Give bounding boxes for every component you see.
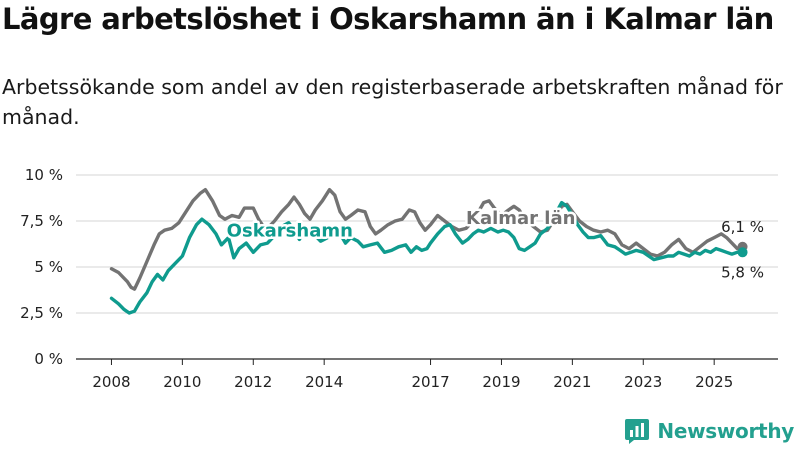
y-tick-label: 0 % bbox=[34, 350, 63, 368]
series-label-oskarshamn: Oskarshamn bbox=[227, 221, 353, 242]
series-line-oskarshamn bbox=[109, 200, 745, 315]
x-tick-label: 2023 bbox=[624, 373, 662, 391]
x-tick-label: 2017 bbox=[411, 373, 449, 391]
x-axis: 2008 2010 2012 2014 2017 2019 2021 2023 2025 bbox=[92, 359, 733, 391]
series-label-kalmar: Kalmar län bbox=[466, 208, 575, 229]
series-labels: Kalmar län Oskarshamn 6,1 % 5,8 % bbox=[224, 205, 764, 281]
x-tick-label: 2008 bbox=[92, 373, 130, 391]
x-tick-label: 2014 bbox=[305, 373, 343, 391]
brand-name: Newsworthy bbox=[657, 419, 794, 443]
newsworthy-brand: Newsworthy bbox=[625, 418, 794, 444]
y-tick-label: 10 % bbox=[25, 166, 63, 184]
end-value-kalmar: 6,1 % bbox=[721, 218, 764, 236]
series-line-kalmar-l-n bbox=[109, 188, 745, 291]
y-tick-label: 2,5 % bbox=[20, 304, 63, 322]
x-tick-label: 2025 bbox=[695, 373, 733, 391]
end-value-oskarshamn: 5,8 % bbox=[721, 263, 764, 281]
x-tick-label: 2010 bbox=[163, 373, 201, 391]
x-tick-label: 2021 bbox=[553, 373, 591, 391]
series-endpoint-oskarshamn bbox=[737, 247, 748, 258]
y-tick-label: 5 % bbox=[34, 258, 63, 276]
series-lines bbox=[109, 188, 748, 315]
x-tick-label: 2019 bbox=[482, 373, 520, 391]
x-tick-label: 2012 bbox=[234, 373, 272, 391]
line-chart: 0 % 2,5 % 5 % 7,5 % 10 % 2008 2010 2012 2014 201… bbox=[20, 166, 778, 391]
gridlines: 0 % 2,5 % 5 % 7,5 % 10 % bbox=[20, 166, 778, 368]
chart-title: Lägre arbetslöshet i Oskarshamn än i Kal… bbox=[2, 2, 774, 36]
bar-chart-icon bbox=[625, 419, 650, 444]
chart-subtitle: Arbetssökande som andel av den registerb… bbox=[2, 75, 783, 129]
y-tick-label: 7,5 % bbox=[20, 212, 63, 230]
